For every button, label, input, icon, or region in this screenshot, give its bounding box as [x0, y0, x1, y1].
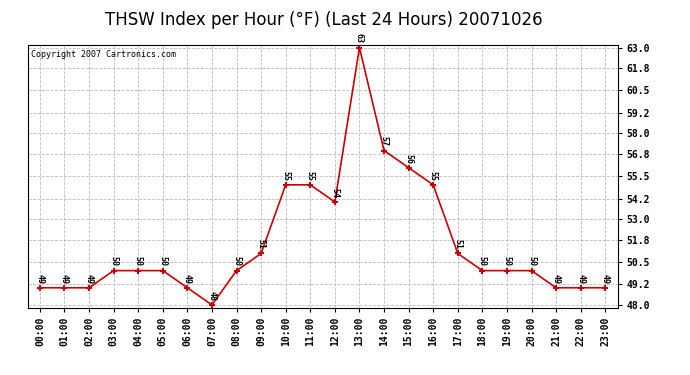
Text: 48: 48	[208, 291, 217, 301]
Text: 50: 50	[502, 256, 511, 267]
Text: 50: 50	[527, 256, 536, 267]
Text: 51: 51	[257, 239, 266, 249]
Text: 51: 51	[453, 239, 462, 249]
Text: 63: 63	[355, 33, 364, 44]
Text: 54: 54	[331, 188, 339, 198]
Text: 49: 49	[551, 274, 560, 284]
Text: 56: 56	[404, 153, 413, 164]
Text: 55: 55	[428, 171, 437, 181]
Text: Copyright 2007 Cartronics.com: Copyright 2007 Cartronics.com	[30, 50, 175, 59]
Text: 50: 50	[232, 256, 241, 267]
Text: 57: 57	[380, 136, 388, 146]
Text: 49: 49	[576, 274, 585, 284]
Text: 49: 49	[85, 274, 94, 284]
Text: 55: 55	[306, 171, 315, 181]
Text: 49: 49	[183, 274, 192, 284]
Text: 49: 49	[35, 274, 44, 284]
Text: 55: 55	[282, 171, 290, 181]
Text: 50: 50	[158, 256, 167, 267]
Text: 50: 50	[478, 256, 487, 267]
Text: 49: 49	[601, 274, 610, 284]
Text: 50: 50	[134, 256, 143, 267]
Text: 50: 50	[109, 256, 118, 267]
Text: THSW Index per Hour (°F) (Last 24 Hours) 20071026: THSW Index per Hour (°F) (Last 24 Hours)…	[106, 11, 543, 29]
Text: 49: 49	[60, 274, 69, 284]
